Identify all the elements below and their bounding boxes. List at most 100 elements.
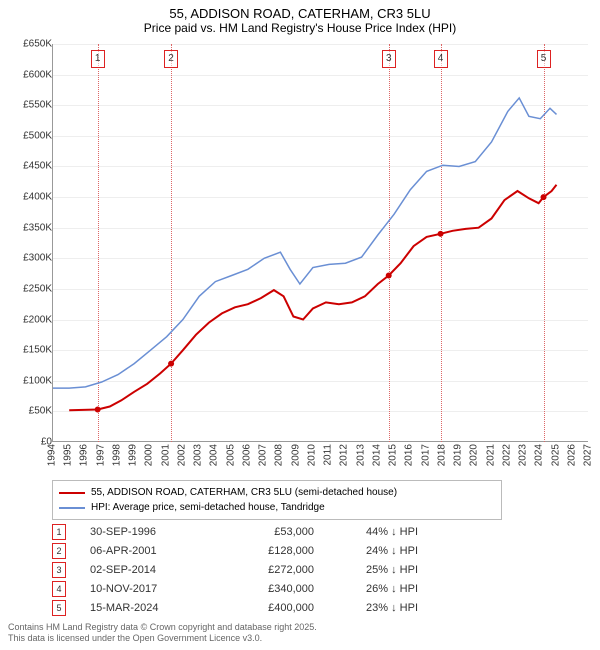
x-axis-tick: 2023	[518, 444, 529, 466]
y-axis-tick: £100K	[4, 375, 52, 386]
series-property_line	[69, 185, 556, 410]
x-axis-tick: 2014	[371, 444, 382, 466]
x-axis-tick: 2022	[501, 444, 512, 466]
transaction-row: 4 10-NOV-2017 £340,000 26% ↓ HPI	[52, 579, 418, 598]
y-axis-tick: £500K	[4, 130, 52, 141]
x-axis-tick: 1998	[111, 444, 122, 466]
marker-number-box: 4	[434, 50, 448, 68]
transaction-percent: 23% ↓ HPI	[338, 602, 418, 614]
transaction-price: £400,000	[224, 602, 314, 614]
y-axis-tick: £600K	[4, 69, 52, 80]
transaction-date: 15-MAR-2024	[90, 602, 200, 614]
legend-label: 55, ADDISON ROAD, CATERHAM, CR3 5LU (sem…	[91, 487, 397, 498]
legend-row: HPI: Average price, semi-detached house,…	[59, 500, 495, 515]
marker-dot	[168, 361, 174, 367]
x-axis-tick: 2009	[290, 444, 301, 466]
marker-dot	[438, 231, 444, 237]
x-axis-tick: 2007	[258, 444, 269, 466]
x-axis-tick: 2018	[436, 444, 447, 466]
marker-number-box: 1	[91, 50, 105, 68]
y-axis-tick: £250K	[4, 283, 52, 294]
marker-number-box: 3	[382, 50, 396, 68]
transaction-row: 3 02-SEP-2014 £272,000 25% ↓ HPI	[52, 560, 418, 579]
x-axis-tick: 2008	[274, 444, 285, 466]
x-axis-tick: 2017	[420, 444, 431, 466]
y-axis-tick: £650K	[4, 39, 52, 50]
marker-dot	[386, 272, 392, 278]
y-axis-tick: £350K	[4, 222, 52, 233]
x-axis-tick: 2002	[176, 444, 187, 466]
x-axis-tick: 2025	[550, 444, 561, 466]
x-axis-tick: 2011	[323, 444, 334, 466]
marker-dot	[541, 194, 547, 200]
x-axis-tick: 2027	[583, 444, 594, 466]
x-axis-tick: 1995	[63, 444, 74, 466]
x-axis-tick: 2015	[388, 444, 399, 466]
chart-title: 55, ADDISON ROAD, CATERHAM, CR3 5LU	[0, 0, 600, 21]
transaction-date: 30-SEP-1996	[90, 526, 200, 538]
x-axis-tick: 2021	[485, 444, 496, 466]
transaction-marker: 1	[52, 524, 66, 540]
transaction-price: £340,000	[224, 583, 314, 595]
x-axis-tick: 2019	[453, 444, 464, 466]
transactions-table: 1 30-SEP-1996 £53,000 44% ↓ HPI 2 06-APR-2001…	[52, 522, 418, 617]
transaction-percent: 25% ↓ HPI	[338, 564, 418, 576]
y-axis-tick: £200K	[4, 314, 52, 325]
marker-number-box: 5	[537, 50, 551, 68]
transaction-price: £53,000	[224, 526, 314, 538]
x-axis-tick: 2006	[241, 444, 252, 466]
y-axis-tick: £550K	[4, 100, 52, 111]
x-axis-tick: 2020	[469, 444, 480, 466]
transaction-percent: 44% ↓ HPI	[338, 526, 418, 538]
chart-legend: 55, ADDISON ROAD, CATERHAM, CR3 5LU (sem…	[52, 480, 502, 520]
footer-line: This data is licensed under the Open Gov…	[8, 633, 317, 644]
chart-footer: Contains HM Land Registry data © Crown c…	[8, 622, 317, 644]
x-axis-tick: 2001	[160, 444, 171, 466]
transaction-row: 5 15-MAR-2024 £400,000 23% ↓ HPI	[52, 598, 418, 617]
x-axis-tick: 2010	[306, 444, 317, 466]
marker-number-box: 2	[164, 50, 178, 68]
transaction-price: £128,000	[224, 545, 314, 557]
series-hpi_line	[53, 98, 557, 388]
transaction-date: 10-NOV-2017	[90, 583, 200, 595]
x-axis-tick: 1996	[79, 444, 90, 466]
x-axis-tick: 2005	[225, 444, 236, 466]
transaction-row: 1 30-SEP-1996 £53,000 44% ↓ HPI	[52, 522, 418, 541]
y-axis-tick: £300K	[4, 253, 52, 264]
y-axis-tick: £0	[4, 437, 52, 448]
transaction-marker: 5	[52, 600, 66, 616]
y-axis-tick: £400K	[4, 192, 52, 203]
y-axis-tick: £450K	[4, 161, 52, 172]
chart-subtitle: Price paid vs. HM Land Registry's House …	[0, 21, 600, 39]
marker-dot	[95, 407, 101, 413]
x-axis-tick: 2003	[193, 444, 204, 466]
x-axis-tick: 2012	[339, 444, 350, 466]
x-axis-tick: 2026	[566, 444, 577, 466]
transaction-percent: 24% ↓ HPI	[338, 545, 418, 557]
x-axis-tick: 1999	[128, 444, 139, 466]
x-axis-tick: 2004	[209, 444, 220, 466]
transaction-marker: 3	[52, 562, 66, 578]
legend-label: HPI: Average price, semi-detached house,…	[91, 502, 325, 513]
x-axis-tick: 1997	[95, 444, 106, 466]
x-axis-tick: 2000	[144, 444, 155, 466]
y-axis-tick: £150K	[4, 345, 52, 356]
x-axis-tick: 2016	[404, 444, 415, 466]
x-axis-tick: 2024	[534, 444, 545, 466]
y-axis-tick: £50K	[4, 406, 52, 417]
footer-line: Contains HM Land Registry data © Crown c…	[8, 622, 317, 633]
transaction-date: 02-SEP-2014	[90, 564, 200, 576]
x-axis-tick: 1994	[47, 444, 58, 466]
chart-lines	[53, 44, 589, 442]
transaction-row: 2 06-APR-2001 £128,000 24% ↓ HPI	[52, 541, 418, 560]
legend-swatch	[59, 492, 85, 494]
transaction-marker: 4	[52, 581, 66, 597]
transaction-price: £272,000	[224, 564, 314, 576]
transaction-percent: 26% ↓ HPI	[338, 583, 418, 595]
transaction-date: 06-APR-2001	[90, 545, 200, 557]
transaction-marker: 2	[52, 543, 66, 559]
legend-row: 55, ADDISON ROAD, CATERHAM, CR3 5LU (sem…	[59, 485, 495, 500]
legend-swatch	[59, 507, 85, 509]
x-axis-tick: 2013	[355, 444, 366, 466]
chart-plot-area: 1 2 3 4 5	[52, 44, 588, 442]
